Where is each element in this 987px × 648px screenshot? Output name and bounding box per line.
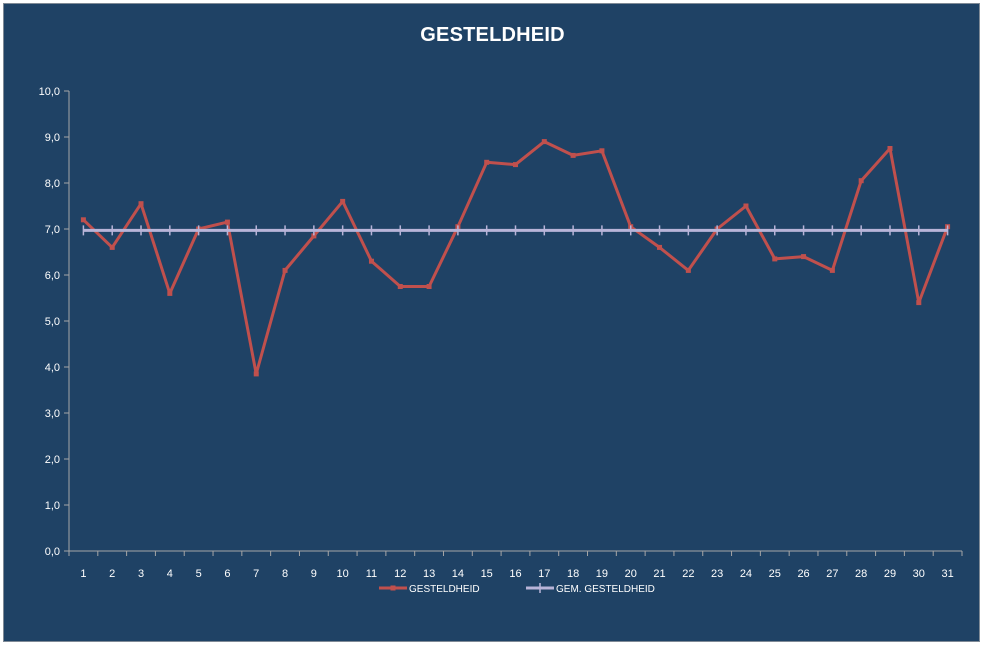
data-point-gesteldheid	[858, 178, 864, 184]
y-tick-label: 1,0	[45, 500, 60, 512]
x-tick-label: 25	[769, 568, 781, 580]
legend-marker-gesteldheid	[390, 585, 396, 591]
x-tick-label: 31	[941, 568, 953, 580]
legend-label-gem-gesteldheid: GEM. GESTELDHEID	[556, 584, 655, 595]
x-tick-label: 16	[509, 568, 521, 580]
x-tick-label: 19	[596, 568, 608, 580]
x-tick-label: 15	[481, 568, 493, 580]
data-point-gesteldheid	[253, 371, 259, 377]
x-tick-label: 18	[567, 568, 579, 580]
y-tick-label: 10,0	[39, 86, 60, 98]
y-tick-label: 0,0	[45, 546, 60, 558]
y-tick-label: 2,0	[45, 454, 60, 466]
x-tick-label: 5	[196, 568, 202, 580]
x-tick-label: 12	[394, 568, 406, 580]
x-tick-label: 13	[423, 568, 435, 580]
y-tick-label: 8,0	[45, 178, 60, 190]
data-point-gesteldheid	[829, 267, 835, 273]
data-point-gesteldheid	[167, 290, 173, 296]
data-point-gesteldheid	[657, 244, 663, 250]
data-point-gesteldheid	[916, 300, 922, 306]
data-point-gesteldheid	[772, 256, 778, 262]
x-tick-label: 20	[625, 568, 637, 580]
data-point-gesteldheid	[80, 217, 86, 223]
x-tick-label: 7	[253, 568, 259, 580]
line-chart: 0,01,02,03,04,05,06,07,08,09,010,01 2 3 4 5 6…	[39, 86, 963, 595]
x-tick-label: 9	[311, 568, 317, 580]
x-tick-label: 26	[797, 568, 809, 580]
data-point-gesteldheid	[340, 198, 346, 204]
data-point-gesteldheid	[599, 148, 605, 154]
data-point-gesteldheid	[397, 284, 403, 289]
x-tick-label: 29	[884, 568, 896, 580]
x-tick-label: 3	[138, 568, 144, 580]
x-tick-label: 21	[653, 568, 665, 580]
data-point-gesteldheid	[801, 254, 807, 260]
data-point-gesteldheid	[109, 244, 115, 250]
x-tick-label: 24	[740, 568, 752, 580]
data-point-gesteldheid	[541, 139, 547, 145]
x-tick-label: 11	[366, 568, 377, 580]
chart-title: GESTELDHEID	[420, 24, 565, 46]
data-point-gesteldheid	[570, 152, 576, 158]
y-tick-label: 4,0	[45, 362, 60, 374]
x-tick-label: 30	[913, 568, 925, 580]
y-tick-label: 6,0	[45, 270, 60, 282]
x-tick-label: 6	[224, 568, 230, 580]
legend-label-gesteldheid: GESTELDHEID	[409, 584, 480, 595]
x-tick-label: 2	[109, 568, 115, 580]
y-tick-label: 5,0	[45, 316, 60, 328]
x-tick-label: 14	[452, 568, 464, 580]
series-line-gesteldheid	[82, 140, 950, 376]
data-point-gesteldheid	[743, 203, 749, 209]
y-tick-label: 7,0	[45, 224, 60, 236]
x-tick-label: 1	[80, 568, 86, 580]
data-point-gesteldheid	[224, 219, 230, 225]
data-point-gesteldheid	[138, 201, 144, 207]
x-tick-label: 23	[711, 568, 723, 580]
data-point-gesteldheid	[368, 258, 374, 264]
x-tick-label: 28	[855, 568, 867, 580]
x-tick-label: 8	[282, 568, 288, 580]
data-point-gesteldheid	[282, 267, 288, 273]
data-point-gesteldheid	[311, 233, 317, 239]
data-point-gesteldheid	[685, 267, 691, 273]
data-point-gesteldheid	[513, 162, 518, 168]
x-tick-label: 10	[337, 568, 349, 580]
data-point-gesteldheid	[887, 146, 893, 151]
x-tick-label: 22	[682, 568, 694, 580]
data-point-gesteldheid	[484, 159, 490, 165]
x-tick-label: 17	[538, 568, 550, 580]
y-tick-label: 3,0	[45, 408, 60, 420]
x-tick-label: 4	[167, 568, 173, 580]
y-tick-label: 9,0	[45, 132, 60, 144]
chart-area: GESTELDHEID 0,0 1,0 2,0 3,0 4,0 5,0 6,0 7,0 8,0 9…	[3, 3, 980, 642]
x-tick-label: 27	[826, 568, 838, 580]
data-point-gesteldheid	[426, 284, 432, 289]
